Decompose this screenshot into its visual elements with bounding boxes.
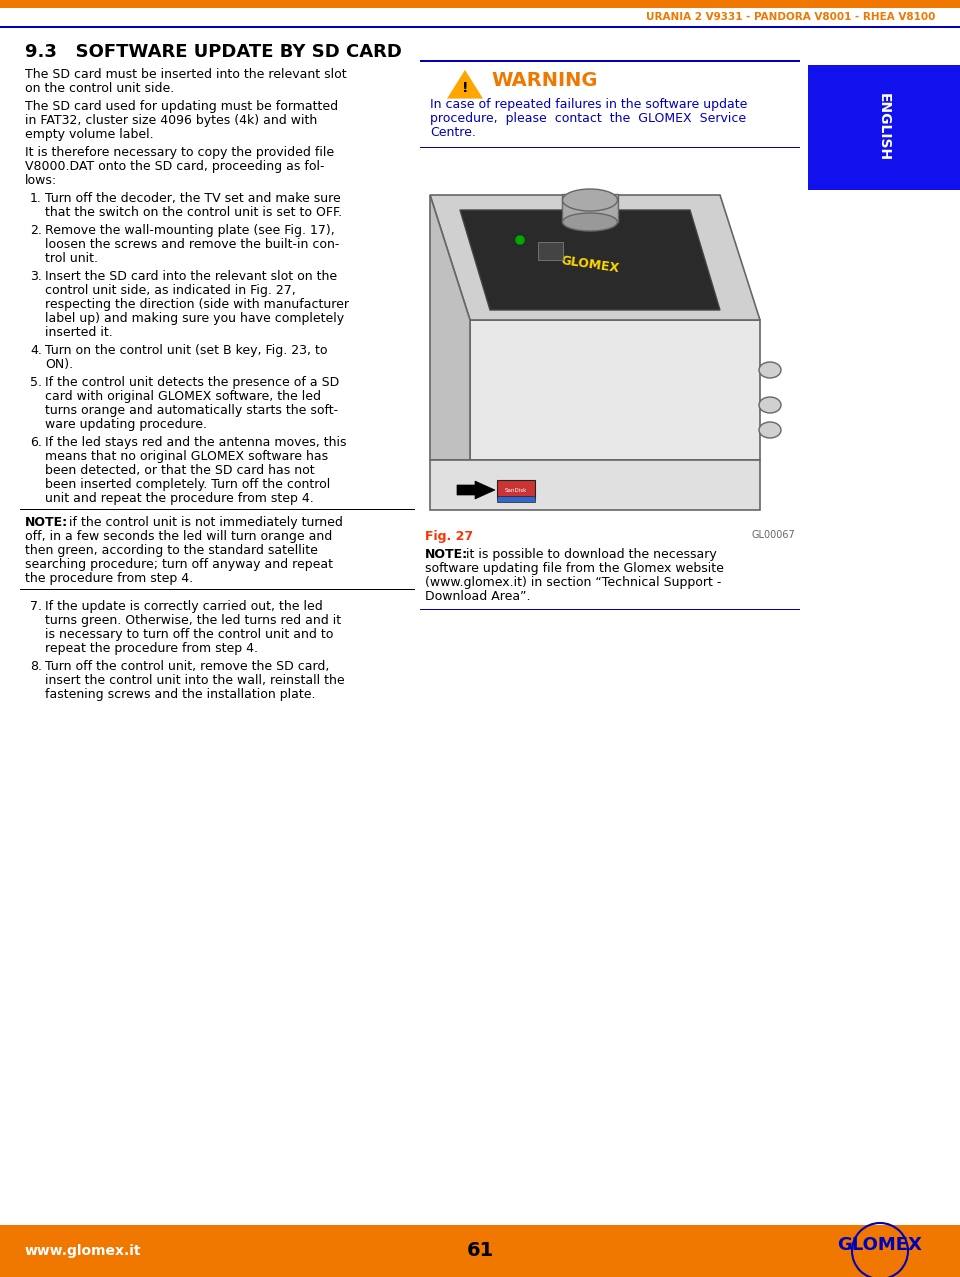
Text: been inserted completely. Turn off the control: been inserted completely. Turn off the c…: [45, 478, 330, 490]
Text: GL00067: GL00067: [752, 530, 795, 540]
Text: If the update is correctly carried out, the led: If the update is correctly carried out, …: [45, 600, 323, 613]
Text: Remove the wall-mounting plate (see Fig. 17),: Remove the wall-mounting plate (see Fig.…: [45, 223, 335, 238]
Text: The SD card must be inserted into the relevant slot: The SD card must be inserted into the re…: [25, 68, 347, 80]
Bar: [0, 0, 960, 8]
Text: 5.: 5.: [30, 375, 42, 389]
Text: It is therefore necessary to copy the provided file: It is therefore necessary to copy the pr…: [25, 146, 334, 160]
Text: Fig. 27: Fig. 27: [425, 530, 473, 543]
Bar: [497, 495, 535, 502]
Text: software updating file from the Glomex website: software updating file from the Glomex w…: [425, 562, 724, 575]
Text: inserted it.: inserted it.: [45, 326, 112, 338]
Text: fastening screws and the installation plate.: fastening screws and the installation pl…: [45, 688, 316, 701]
Text: insert the control unit into the wall, reinstall the: insert the control unit into the wall, r…: [45, 674, 345, 687]
Text: If the led stays red and the antenna moves, this: If the led stays red and the antenna mov…: [45, 435, 347, 450]
Text: GLOMEX: GLOMEX: [560, 254, 620, 276]
Ellipse shape: [759, 361, 781, 378]
Text: V8000.DAT onto the SD card, proceeding as fol-: V8000.DAT onto the SD card, proceeding a…: [25, 160, 324, 172]
Text: the procedure from step 4.: the procedure from step 4.: [25, 572, 193, 585]
Text: 8.: 8.: [30, 660, 42, 673]
Text: card with original GLOMEX software, the led: card with original GLOMEX software, the …: [45, 389, 321, 404]
Bar: [808, 65, 960, 190]
Ellipse shape: [563, 213, 617, 231]
Text: Turn off the decoder, the TV set and make sure: Turn off the decoder, the TV set and mak…: [45, 192, 341, 206]
Ellipse shape: [759, 397, 781, 412]
Bar: [562, 194, 618, 222]
Text: GLOMEX: GLOMEX: [837, 1236, 923, 1254]
Text: The SD card used for updating must be formatted: The SD card used for updating must be fo…: [25, 100, 338, 112]
Text: Centre.: Centre.: [430, 126, 476, 139]
Polygon shape: [460, 209, 720, 310]
Text: turns green. Otherwise, the led turns red and it: turns green. Otherwise, the led turns re…: [45, 614, 341, 627]
Text: NOTE:: NOTE:: [425, 548, 468, 561]
Ellipse shape: [563, 189, 617, 211]
Text: 7.: 7.: [30, 600, 42, 613]
Text: it is possible to download the necessary: it is possible to download the necessary: [462, 548, 717, 561]
Polygon shape: [430, 195, 470, 460]
Polygon shape: [447, 70, 483, 98]
Text: label up) and making sure you have completely: label up) and making sure you have compl…: [45, 312, 344, 326]
Bar: [497, 480, 535, 498]
Text: ENGLISH: ENGLISH: [877, 93, 891, 162]
Ellipse shape: [759, 421, 781, 438]
Text: lows:: lows:: [25, 174, 58, 186]
Text: procedure,  please  contact  the  GLOMEX  Service: procedure, please contact the GLOMEX Ser…: [430, 112, 746, 125]
Text: Turn off the control unit, remove the SD card,: Turn off the control unit, remove the SD…: [45, 660, 329, 673]
Text: ON).: ON).: [45, 358, 73, 372]
Polygon shape: [457, 481, 495, 499]
Text: trol unit.: trol unit.: [45, 252, 98, 266]
Text: ware updating procedure.: ware updating procedure.: [45, 418, 207, 432]
Text: means that no original GLOMEX software has: means that no original GLOMEX software h…: [45, 450, 328, 464]
Bar: [538, 243, 563, 261]
Text: that the switch on the control unit is set to OFF.: that the switch on the control unit is s…: [45, 206, 342, 218]
Text: 2.: 2.: [30, 223, 42, 238]
Polygon shape: [430, 195, 760, 321]
Text: repeat the procedure from step 4.: repeat the procedure from step 4.: [45, 642, 258, 655]
Bar: [420, 60, 800, 63]
Bar: [20, 508, 415, 510]
Text: loosen the screws and remove the built-in con-: loosen the screws and remove the built-i…: [45, 238, 340, 252]
Text: on the control unit side.: on the control unit side.: [25, 82, 175, 94]
Text: In case of repeated failures in the software update: In case of repeated failures in the soft…: [430, 98, 748, 111]
Text: empty volume label.: empty volume label.: [25, 128, 154, 140]
Text: If the control unit detects the presence of a SD: If the control unit detects the presence…: [45, 375, 339, 389]
Text: 61: 61: [467, 1241, 493, 1260]
Text: 1.: 1.: [30, 192, 42, 206]
Circle shape: [516, 236, 524, 244]
Text: 3.: 3.: [30, 269, 42, 283]
Text: The best in marine antennas: The best in marine antennas: [834, 1257, 925, 1262]
Text: 6.: 6.: [30, 435, 42, 450]
Text: searching procedure; turn off anyway and repeat: searching procedure; turn off anyway and…: [25, 558, 333, 571]
Text: URANIA 2 V9331 - PANDORA V8001 - RHEA V8100: URANIA 2 V9331 - PANDORA V8001 - RHEA V8…: [646, 11, 935, 22]
Text: 9.3   SOFTWARE UPDATE BY SD CARD: 9.3 SOFTWARE UPDATE BY SD CARD: [25, 43, 402, 61]
Text: control unit side, as indicated in Fig. 27,: control unit side, as indicated in Fig. …: [45, 283, 296, 298]
Text: if the control unit is not immediately turned: if the control unit is not immediately t…: [65, 516, 343, 529]
Bar: [0, 1225, 960, 1277]
Text: WARNING: WARNING: [491, 70, 597, 89]
Text: turns orange and automatically starts the soft-: turns orange and automatically starts th…: [45, 404, 338, 418]
Text: then green, according to the standard satellite: then green, according to the standard sa…: [25, 544, 318, 557]
Text: off, in a few seconds the led will turn orange and: off, in a few seconds the led will turn …: [25, 530, 332, 543]
Text: is necessary to turn off the control unit and to: is necessary to turn off the control uni…: [45, 628, 333, 641]
Text: !: !: [462, 80, 468, 94]
Bar: [20, 589, 415, 590]
Text: Turn on the control unit (set B key, Fig. 23, to: Turn on the control unit (set B key, Fig…: [45, 344, 327, 358]
Text: NOTE:: NOTE:: [25, 516, 68, 529]
Bar: [420, 609, 800, 610]
Text: 4.: 4.: [30, 344, 42, 358]
Text: in FAT32, cluster size 4096 bytes (4k) and with: in FAT32, cluster size 4096 bytes (4k) a…: [25, 114, 317, 126]
Text: Insert the SD card into the relevant slot on the: Insert the SD card into the relevant slo…: [45, 269, 337, 283]
Text: www.glomex.it: www.glomex.it: [25, 1244, 141, 1258]
Bar: [0, 26, 960, 28]
Text: unit and repeat the procedure from step 4.: unit and repeat the procedure from step …: [45, 492, 314, 504]
Text: been detected, or that the SD card has not: been detected, or that the SD card has n…: [45, 464, 315, 478]
Polygon shape: [470, 321, 760, 460]
Text: Download Area”.: Download Area”.: [425, 590, 531, 603]
Bar: [420, 147, 800, 148]
Text: SanDisk: SanDisk: [505, 489, 527, 493]
Bar: [430, 460, 760, 510]
Text: respecting the direction (side with manufacturer: respecting the direction (side with manu…: [45, 298, 349, 312]
Text: (www.glomex.it) in section “Technical Support -: (www.glomex.it) in section “Technical Su…: [425, 576, 721, 589]
